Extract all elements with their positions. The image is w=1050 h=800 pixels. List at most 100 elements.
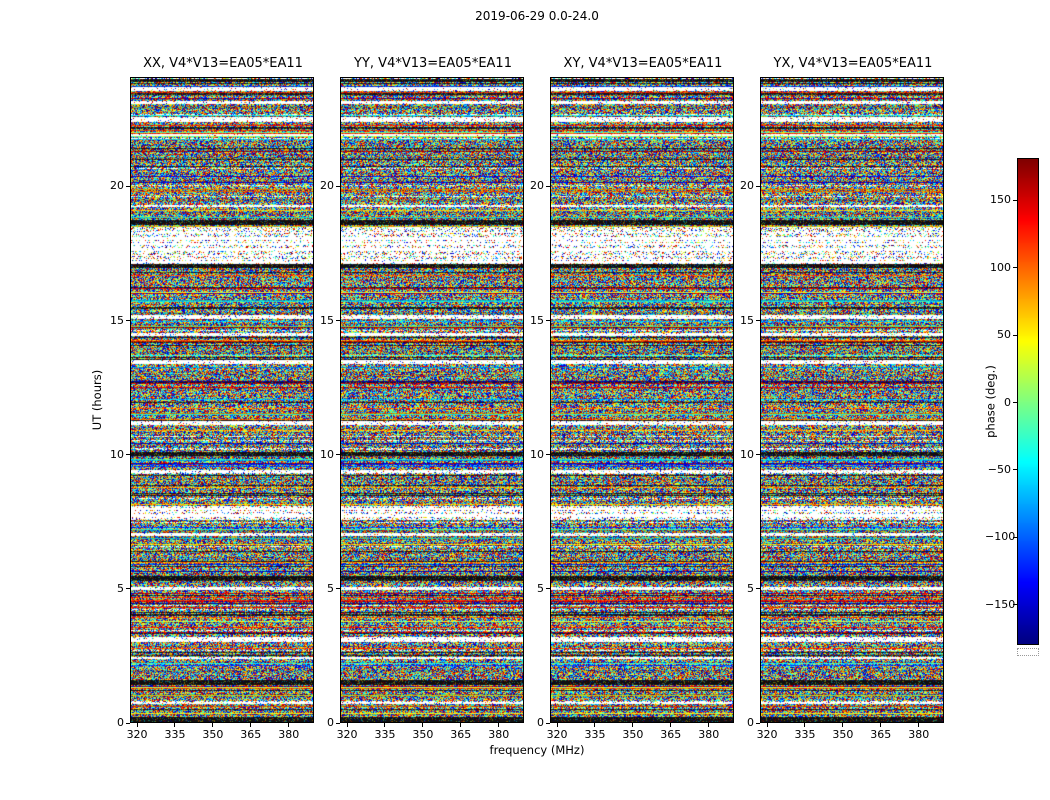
x-tick-label: 335 (374, 728, 396, 741)
y-tick-label: 10 (530, 447, 544, 461)
colorbar-tick (1013, 334, 1017, 336)
x-tick (632, 723, 634, 727)
x-tick (918, 723, 920, 727)
x-tick-label: 320 (756, 728, 778, 741)
y-tick (756, 185, 760, 187)
y-tick-label: 5 (117, 581, 124, 595)
x-tick-label: 380 (908, 728, 930, 741)
colorbar-underflow-marker (1017, 648, 1039, 656)
y-tick (546, 454, 550, 456)
y-axis-label: UT (hours) (90, 369, 104, 431)
y-tick-label: 15 (320, 313, 334, 327)
panel-title-xy: XY, V4*V13=EA05*EA11 (563, 56, 723, 71)
x-tick (384, 723, 386, 727)
y-tick (756, 722, 760, 724)
y-tick-label: 0 (747, 716, 754, 729)
colorbar-tick-label: −150 (985, 597, 1016, 611)
y-tick-label: 0 (117, 716, 124, 729)
y-tick (546, 185, 550, 187)
x-tick (766, 723, 768, 727)
y-tick (336, 185, 340, 187)
y-tick-label: 10 (740, 447, 754, 461)
x-tick (556, 723, 558, 727)
x-tick-label: 350 (412, 728, 434, 741)
x-tick-label: 335 (584, 728, 606, 741)
colorbar-tick-label: −50 (987, 462, 1011, 476)
y-tick-label: 20 (740, 179, 754, 193)
x-tick (288, 723, 290, 727)
colorbar-gradient-canvas (1018, 159, 1038, 644)
x-tick-label: 380 (278, 728, 300, 741)
heatmap-panel-xx: XX, V4*V13=EA05*EA11 320 335 350 365 380 0 5 10… (110, 56, 314, 741)
y-tick-label: 5 (747, 581, 754, 595)
y-tick (756, 588, 760, 590)
x-tick-label: 365 (870, 728, 892, 741)
y-tick (336, 722, 340, 724)
x-tick (880, 723, 882, 727)
colorbar-tick-label: 0 (1004, 395, 1011, 409)
colorbar-tick (1013, 402, 1017, 403)
colorbar-tick-label: 100 (990, 260, 1011, 274)
y-tick (336, 588, 340, 590)
x-tick-label: 365 (450, 728, 472, 741)
x-tick (212, 723, 214, 727)
y-tick-label: 5 (327, 581, 334, 595)
panel-title-xx: XX, V4*V13=EA05*EA11 (143, 56, 303, 71)
colorbar-tick-label: 50 (997, 328, 1011, 342)
y-tick (546, 722, 550, 724)
heatmap-canvas-yy (341, 78, 523, 722)
x-tick-label: 380 (488, 728, 510, 741)
heatmap-canvas-yx (761, 78, 943, 722)
y-tick (126, 454, 130, 456)
colorbar-tick (1013, 267, 1017, 269)
y-tick (756, 454, 760, 456)
heatmap-panel-yx: YX, V4*V13=EA05*EA11 320 335 350 365 380 0 5 10… (740, 56, 944, 741)
x-tick-label: 335 (164, 728, 186, 741)
x-tick (422, 723, 424, 727)
x-tick (708, 723, 710, 727)
heatmap-canvas-xx (131, 78, 313, 722)
y-tick-label: 20 (530, 179, 544, 193)
y-tick (126, 185, 130, 187)
y-tick-label: 20 (110, 179, 124, 193)
heatmap-canvas-xy (551, 78, 733, 722)
y-tick-label: 15 (740, 313, 754, 327)
y-tick (126, 320, 130, 321)
y-tick-label: 15 (110, 313, 124, 327)
y-tick-label: 20 (320, 179, 334, 193)
panel-title-yy: YY, V4*V13=EA05*EA11 (354, 56, 512, 71)
y-tick-label: 10 (320, 447, 334, 461)
y-tick (336, 454, 340, 456)
y-tick-label: 0 (327, 716, 334, 729)
x-tick (804, 723, 806, 727)
x-tick-label: 380 (698, 728, 720, 741)
colorbar: 150 100 50 0 −50 −100 −150 (985, 158, 1039, 645)
x-tick-label: 365 (240, 728, 262, 741)
colorbar-label: phase (deg.) (983, 365, 998, 438)
x-tick-label: 320 (336, 728, 358, 741)
x-tick (174, 723, 176, 727)
x-tick-label: 320 (126, 728, 148, 741)
y-tick (756, 320, 760, 321)
panel-title-yx: YX, V4*V13=EA05*EA11 (773, 56, 933, 71)
heatmap-panel-xy: XY, V4*V13=EA05*EA11 320 335 350 365 380 0 5 10… (530, 56, 734, 741)
x-tick (250, 723, 252, 727)
colorbar-tick (1013, 199, 1017, 201)
x-tick (346, 723, 348, 727)
x-tick (460, 723, 462, 727)
figure-title: 2019-06-29 0.0-24.0 (475, 9, 599, 23)
y-tick-label: 15 (530, 313, 544, 327)
x-tick-label: 365 (660, 728, 682, 741)
colorbar-tick (1013, 536, 1017, 538)
x-tick (498, 723, 500, 727)
x-tick (136, 723, 138, 727)
y-tick-label: 5 (537, 581, 544, 595)
x-tick-label: 335 (794, 728, 816, 741)
y-tick (546, 588, 550, 590)
y-tick (336, 320, 340, 321)
x-axis-label: frequency (MHz) (489, 743, 585, 757)
y-tick-label: 0 (537, 716, 544, 729)
y-tick (126, 588, 130, 590)
y-tick (126, 722, 130, 724)
